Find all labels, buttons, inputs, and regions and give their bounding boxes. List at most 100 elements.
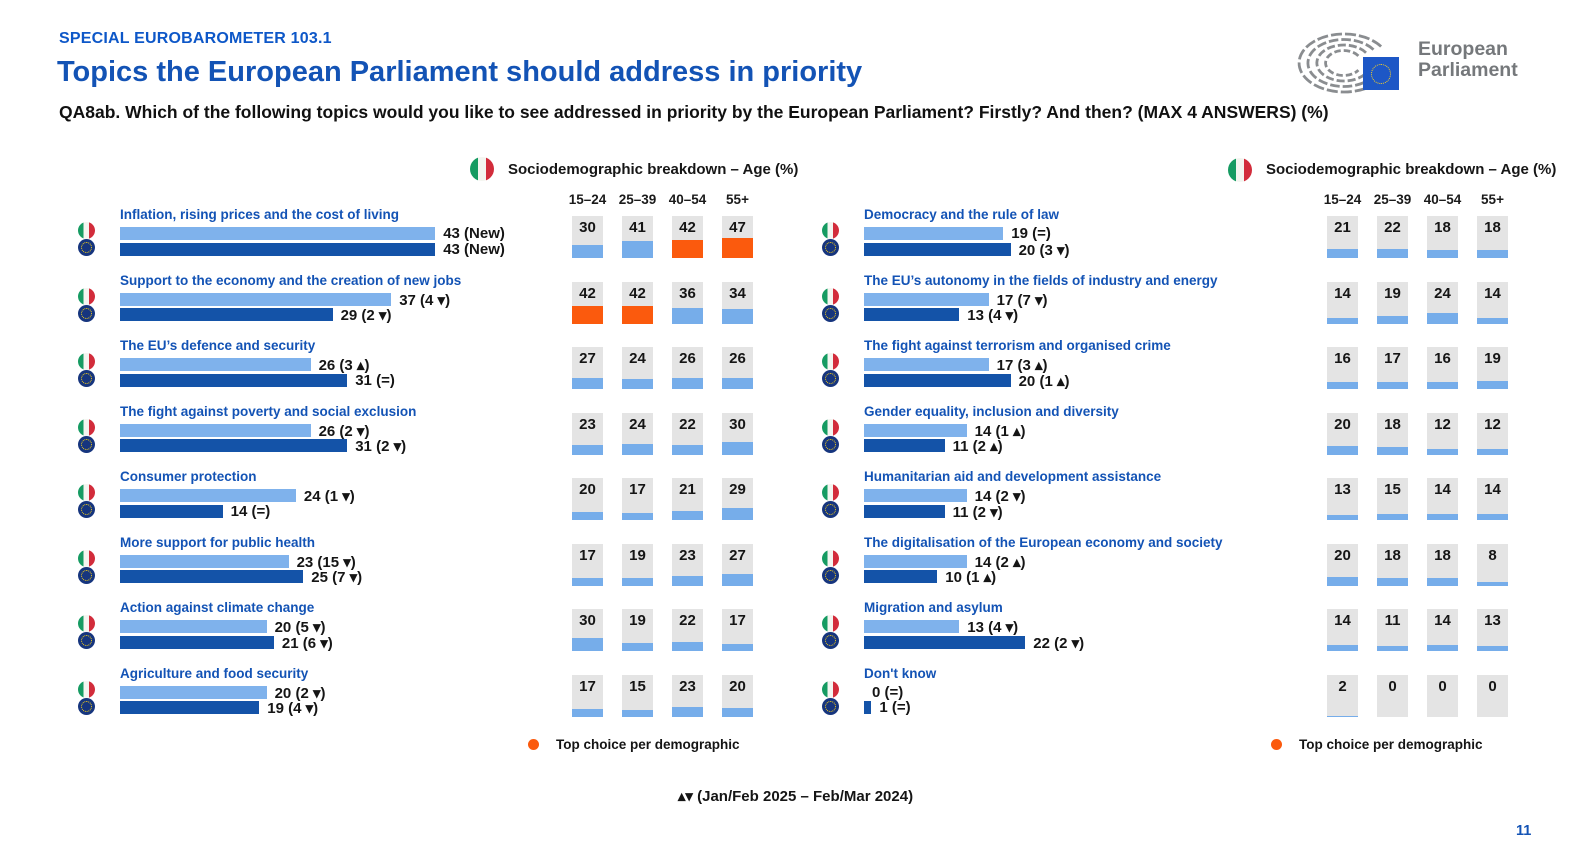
age-cell-value: 14 [1434, 612, 1451, 629]
eu-flag-icon [822, 435, 839, 453]
eu-flag-icon [78, 304, 95, 322]
age-cell-value: 17 [579, 677, 596, 695]
age-cell-value: 13 [1334, 481, 1351, 498]
eu-flag-icon [78, 370, 95, 387]
age-fill [1477, 250, 1508, 258]
age-cell-value: 14 [1434, 481, 1451, 498]
age-cell-value: 18 [1384, 546, 1401, 564]
italy-bar [864, 358, 989, 371]
age-cell: 8 [1477, 543, 1508, 586]
age-cell: 20 [1327, 412, 1358, 455]
age-cell-value: 14 [1484, 284, 1501, 302]
age-cell: 22 [672, 412, 703, 455]
italy-value-label: 20 (5 ▾) [274, 619, 326, 636]
italy-bar [120, 292, 392, 306]
age-fill [1327, 715, 1358, 717]
age-cell: 15 [622, 674, 653, 717]
page-number: 11 [1516, 823, 1532, 839]
italy-value-label: 43 (New) [443, 225, 505, 242]
age-fill [1377, 513, 1408, 520]
top-choice-fill [622, 305, 653, 324]
age-cell-value: 27 [729, 546, 746, 564]
eu-value-label: 19 (4 ▾) [267, 700, 319, 717]
age-fill [672, 378, 703, 389]
eu-flag-icon [78, 501, 95, 518]
age-cell-value: 23 [679, 546, 696, 564]
age-cell-value: 0 [1388, 677, 1397, 695]
eu-value-label: 11 (2 ▴) [952, 438, 1003, 455]
topic-label: Don't know [864, 665, 937, 681]
age-cell: 20 [722, 674, 753, 717]
topic-label: Gender equality, inclusion and diversity [864, 403, 1119, 419]
age-cell-value: 21 [1334, 219, 1351, 236]
page-title: Topics the European Parliament should ad… [57, 56, 863, 88]
age-fill [1327, 382, 1358, 389]
top-choice-fill [672, 240, 703, 258]
age-breakdown-title-right: Sociodemographic breakdown – Age (%) [1266, 161, 1557, 178]
age-cell: 18 [1427, 216, 1458, 258]
age-fill [1327, 645, 1358, 651]
age-fill [572, 245, 603, 258]
eu-bar [120, 504, 223, 518]
age-cell: 24 [622, 347, 653, 389]
eu-value-label: 43 (New) [443, 240, 505, 258]
age-fill [622, 240, 653, 258]
eu-flag-icon [78, 697, 95, 715]
italy-flag-icon [822, 680, 839, 698]
age-cell: 19 [622, 543, 653, 586]
eu-bar [864, 439, 945, 452]
age-cell: 23 [572, 412, 603, 455]
age-cell: 24 [1427, 281, 1458, 324]
age-fill [1427, 250, 1458, 258]
italy-value-label: 17 (7 ▾) [996, 291, 1048, 309]
age-fill [572, 511, 603, 520]
italy-bar [864, 554, 967, 568]
age-cell-value: 23 [579, 415, 596, 433]
age-cell-value: 30 [579, 219, 596, 236]
italy-bar [120, 489, 296, 502]
age-fill [1427, 514, 1458, 520]
topic-label: The EU’s autonomy in the fields of indus… [864, 272, 1218, 288]
age-cell: 14 [1327, 609, 1358, 651]
age-fill [672, 511, 703, 520]
age-fill [572, 638, 603, 651]
age-cell-value: 22 [1384, 219, 1401, 236]
age-cell: 26 [722, 347, 753, 389]
age-cell: 0 [1477, 674, 1508, 717]
age-cell: 12 [1427, 412, 1458, 455]
legend-text-right: Top choice per demographic [1299, 737, 1483, 752]
italy-flag-icon [822, 287, 839, 305]
age-column-header: 40–54 [668, 192, 707, 207]
age-cell: 16 [1427, 347, 1458, 389]
age-cell-value: 18 [1434, 546, 1451, 564]
eu-value-label: 31 (=) [355, 371, 395, 389]
italy-value-label: 14 (1 ▴) [974, 422, 1026, 440]
eu-value-label: 1 (=) [879, 699, 911, 716]
age-cell: 0 [1427, 674, 1458, 717]
age-cell-value: 11 [1384, 612, 1401, 629]
italy-bar [120, 423, 311, 437]
age-fill [1427, 645, 1458, 651]
eu-value-label: 20 (3 ▾) [1018, 241, 1070, 259]
age-fill [622, 378, 653, 389]
age-cell-value: 20 [1334, 415, 1351, 433]
topic-label: Migration and asylum [864, 600, 1003, 615]
eu-value-label: 29 (2 ▾) [340, 307, 392, 324]
age-cell: 17 [1377, 347, 1408, 389]
age-cell: 11 [1377, 609, 1408, 651]
eu-flag-icon [78, 632, 95, 649]
age-fill [1327, 577, 1358, 586]
age-fill [1477, 582, 1508, 586]
age-fill [572, 578, 603, 586]
topic-label: Consumer protection [120, 469, 257, 484]
italy-bar [120, 685, 267, 699]
eu-flag-icon [822, 566, 839, 584]
topic-label: The EU’s defence and security [120, 338, 316, 353]
age-cell: 24 [622, 412, 653, 455]
age-cell-value: 18 [1384, 415, 1401, 433]
italy-flag-icon [1228, 158, 1252, 182]
age-fill [1377, 315, 1408, 324]
topic-label: The fight against terrorism and organise… [864, 338, 1171, 353]
hemicycle-icon [1297, 32, 1383, 94]
italy-bar [864, 227, 1004, 240]
